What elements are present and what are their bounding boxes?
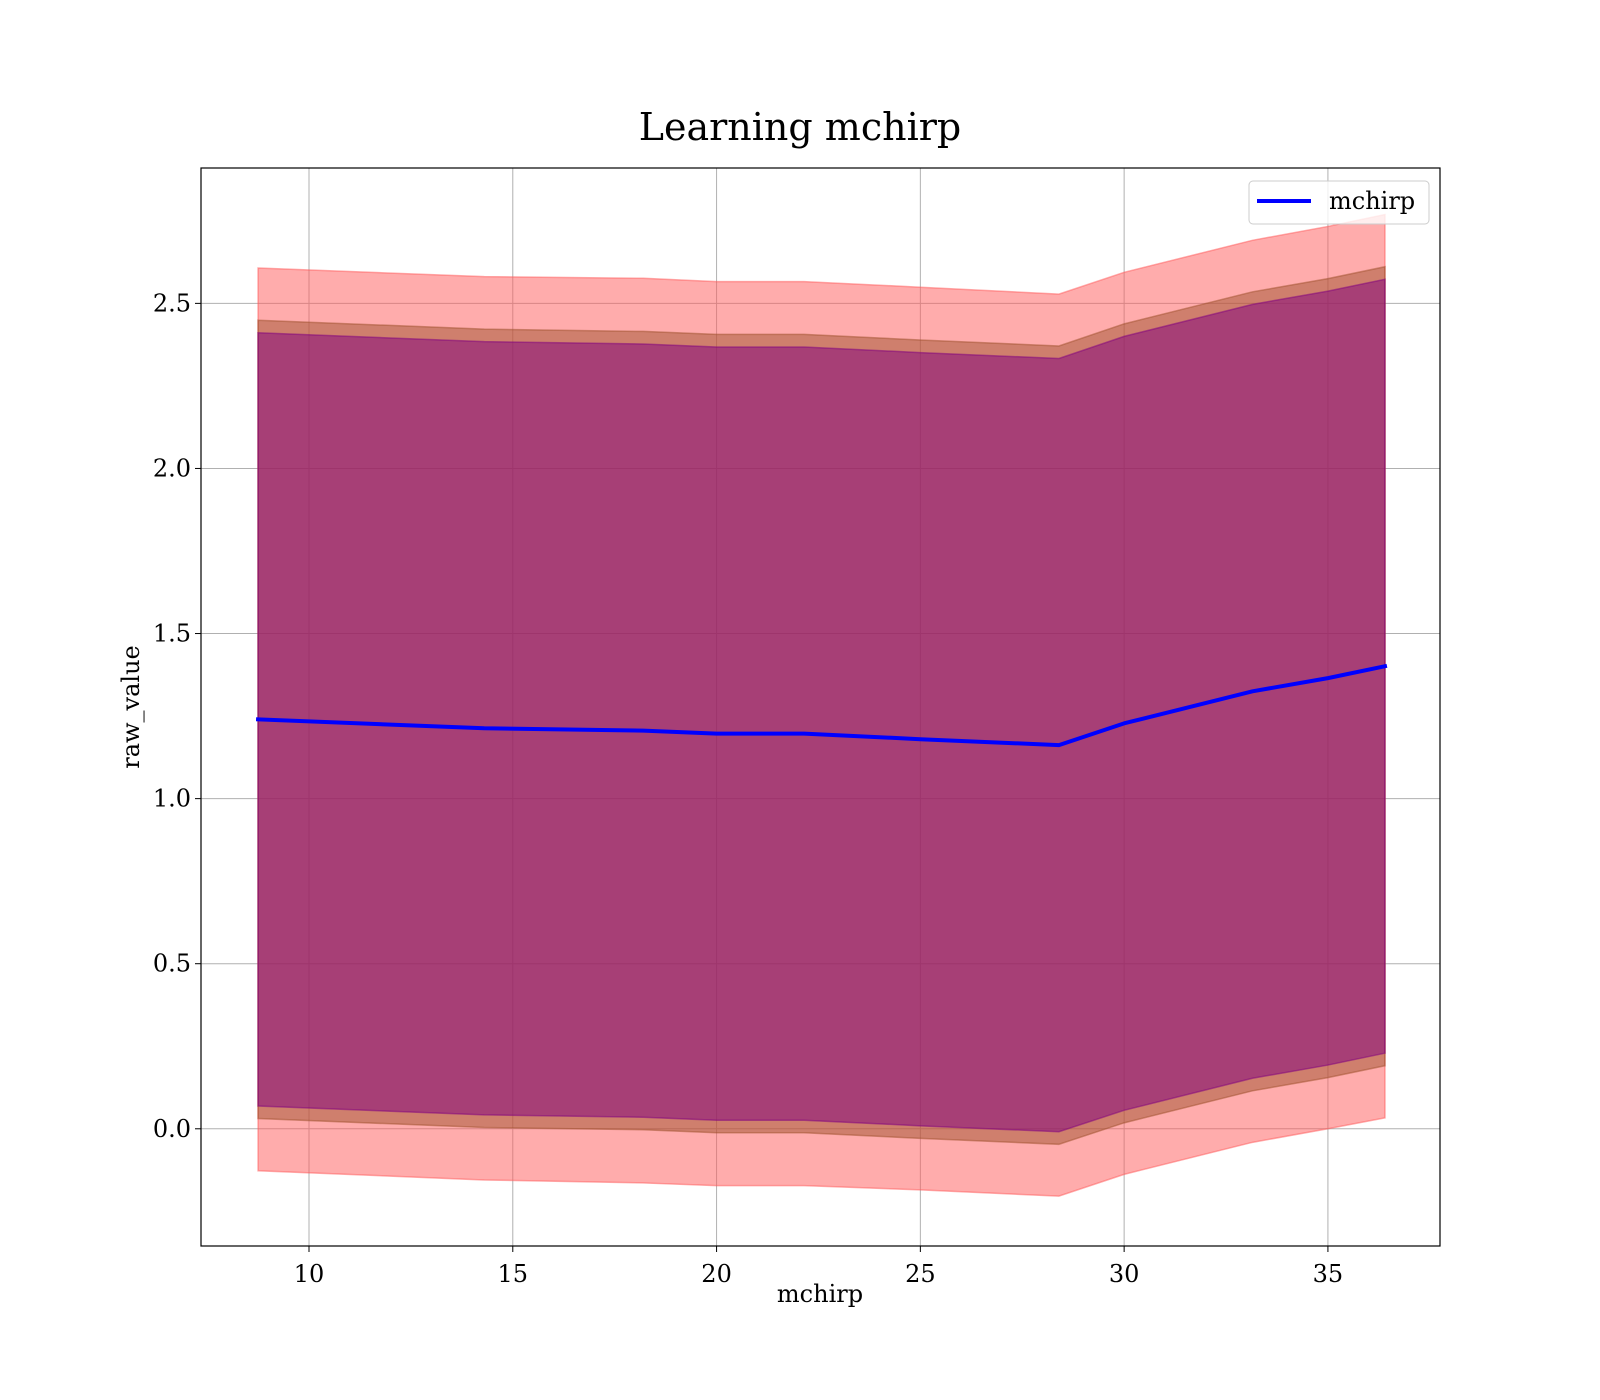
y-tick-label: 0.5 (153, 950, 191, 978)
axes-frame (200, 167, 1441, 1247)
confidence-bands (257, 213, 1386, 1197)
x-axis-ticks: 10 15 20 25 30 35 (294, 1246, 1343, 1288)
y-tick-label: 2.0 (153, 454, 191, 482)
series-line-mchirp (255, 663, 1388, 748)
x-axis-label: mchirp (777, 1280, 863, 1308)
y-tick-label: 1.0 (153, 785, 191, 813)
x-tick-label: 10 (294, 1260, 325, 1288)
chart-title: Learning mchirp (639, 105, 961, 149)
x-tick-label: 20 (701, 1260, 732, 1288)
y-axis-label: raw_value (117, 645, 145, 769)
x-tick-label: 35 (1313, 1260, 1344, 1288)
legend-box (1248, 180, 1430, 225)
x-tick-label: 25 (905, 1260, 936, 1288)
legend: mchirp (1248, 180, 1430, 225)
legend-label-mchirp: mchirp (1329, 187, 1415, 215)
x-tick-label: 30 (1109, 1260, 1140, 1288)
confidence-band-3 (257, 278, 1386, 1133)
y-tick-label: 1.5 (153, 620, 191, 648)
y-tick-label: 0.0 (153, 1115, 191, 1143)
y-axis-ticks: 0.0 0.5 1.0 1.5 2.0 2.5 (153, 289, 201, 1143)
y-tick-label: 2.5 (153, 289, 191, 317)
x-tick-label: 15 (498, 1260, 529, 1288)
series-lines (255, 663, 1388, 748)
